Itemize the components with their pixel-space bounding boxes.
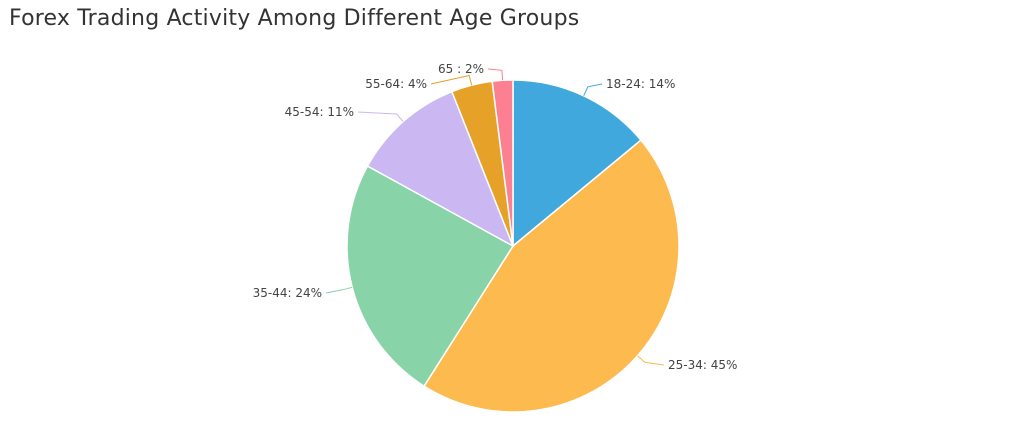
slice-label-45-54: 45-54: 11% bbox=[285, 105, 354, 119]
leader-line-35-44 bbox=[325, 286, 353, 294]
slice-label-65: 65 : 2% bbox=[438, 62, 484, 76]
leader-line-55-64 bbox=[430, 74, 473, 86]
leader-line-65 bbox=[487, 68, 504, 81]
pie-slices bbox=[346, 79, 680, 413]
pie-slice-45-54[interactable] bbox=[366, 90, 515, 248]
slice-label-55-64: 55-64: 4% bbox=[365, 77, 427, 91]
pie-slice-65[interactable] bbox=[491, 79, 514, 247]
pie-slice-35-44[interactable] bbox=[346, 165, 515, 388]
chart-title: Forex Trading Activity Among Different A… bbox=[9, 6, 580, 31]
label-leader-lines bbox=[325, 68, 665, 366]
slice-label-18-24: 18-24: 14% bbox=[606, 77, 675, 91]
leader-line-18-24 bbox=[583, 83, 603, 97]
slice-label-25-34: 25-34: 45% bbox=[668, 358, 737, 372]
leader-line-25-34 bbox=[637, 355, 665, 366]
slice-labels: 18-24: 14% 25-34: 45% 35-44: 24% 45-54: 11%… bbox=[253, 62, 738, 372]
pie-slice-18-24[interactable] bbox=[512, 79, 642, 248]
leader-line-45-54 bbox=[357, 111, 404, 122]
slice-label-35-44: 35-44: 24% bbox=[253, 286, 322, 300]
